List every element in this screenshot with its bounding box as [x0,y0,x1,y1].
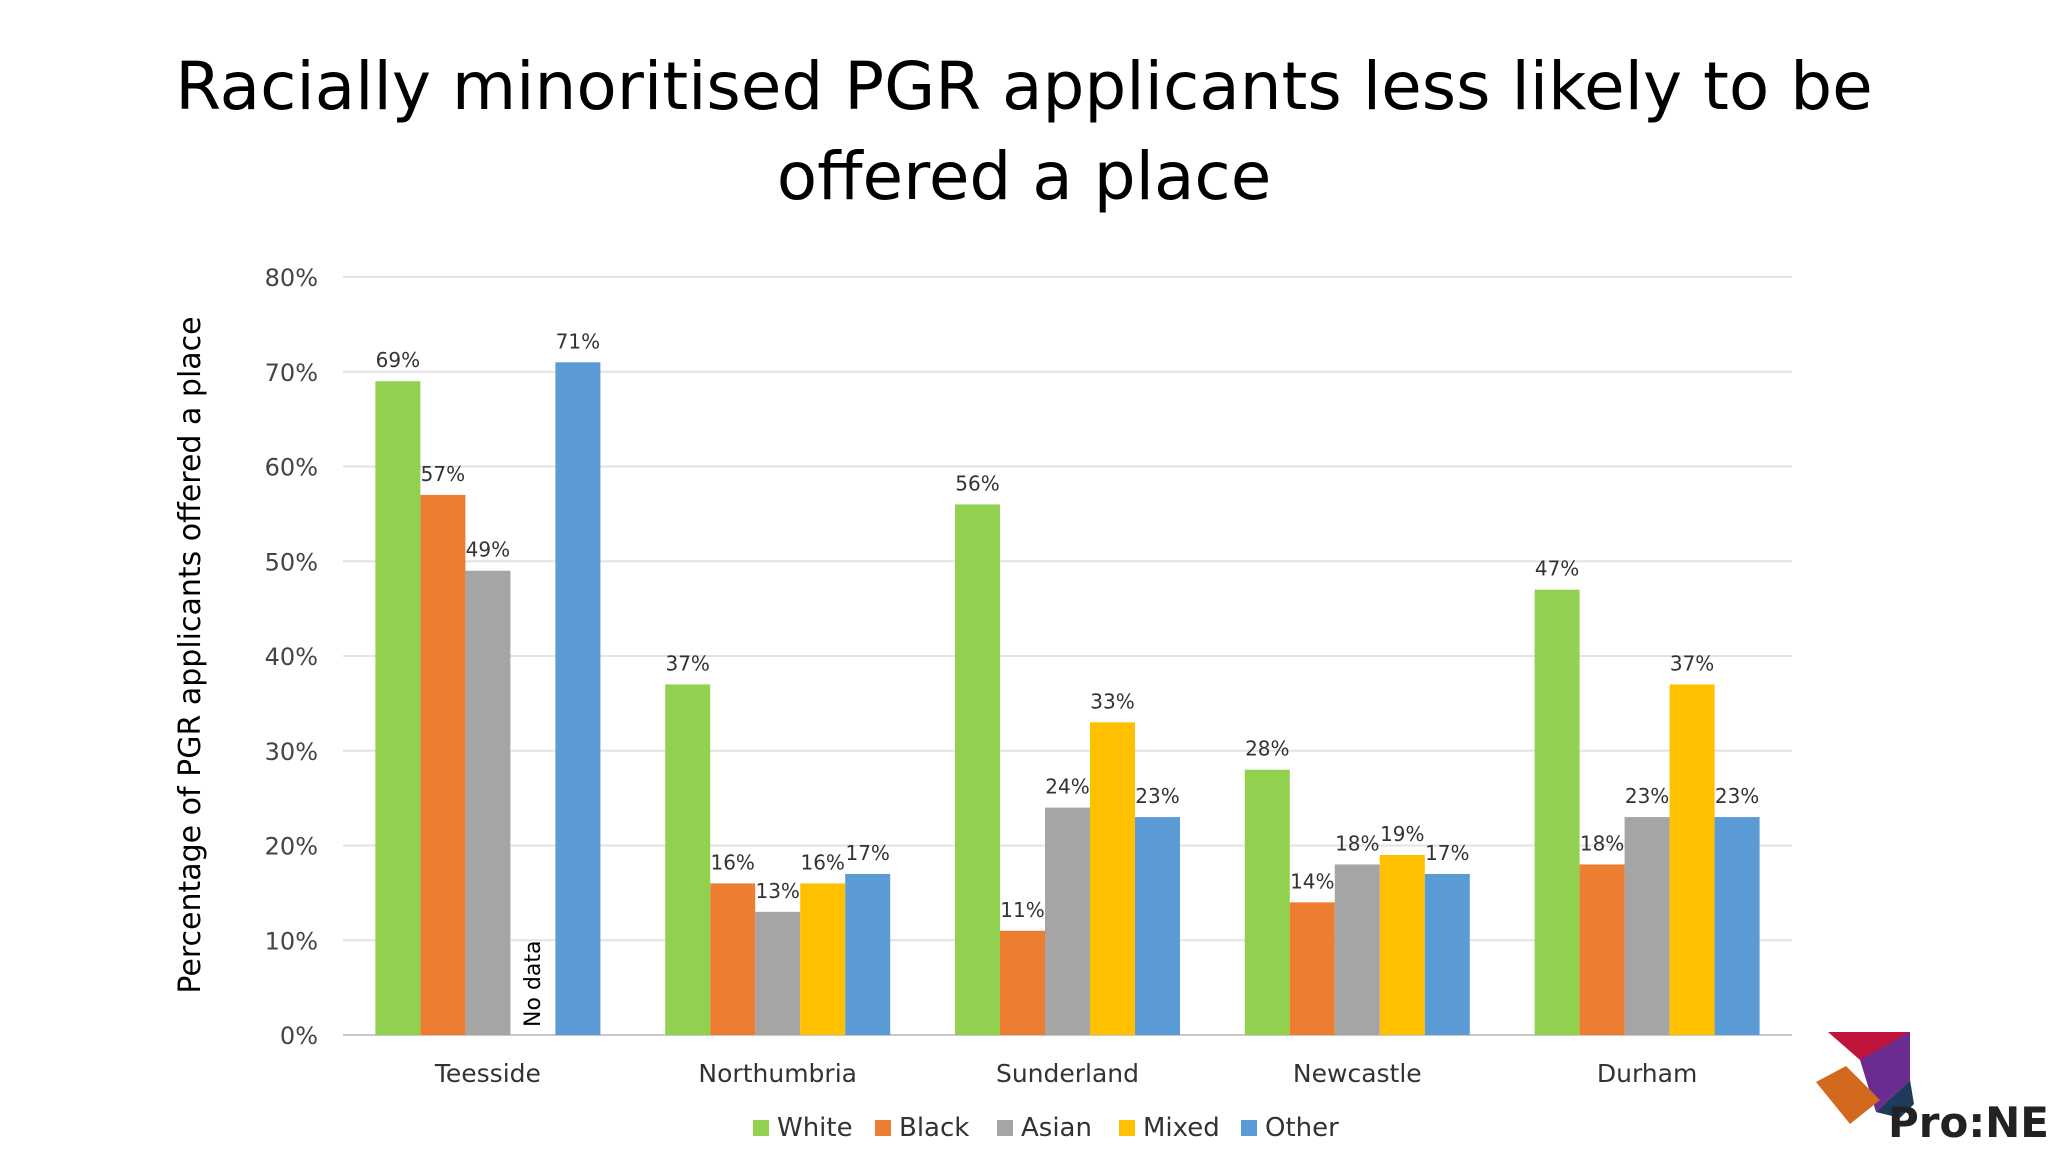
data-label: 17% [845,841,889,865]
x-tick-label: Northumbria [698,1059,857,1088]
bar-black [420,494,466,1035]
bar-asian [755,911,801,1035]
legend-label: Black [899,1113,969,1143]
data-label: 71% [556,329,600,353]
legend-label: Asian [1021,1113,1092,1143]
bar-other [555,362,601,1035]
y-axis-ticks: 0% 10% 20% 30% 40% 50% 60% 70% 80% [265,264,318,1050]
x-tick-label: Teesside [434,1059,541,1088]
y-tick-label: 70% [265,359,318,387]
bar-white [665,684,711,1035]
data-label: 37% [1670,651,1714,675]
data-label: 11% [1000,898,1044,922]
bar-white [375,381,421,1036]
y-tick-label: 20% [265,833,318,861]
x-axis-ticks: Teesside Northumbria Sunderland Newcastle Du… [434,1059,1697,1088]
bar-black [1579,864,1625,1035]
x-tick-label: Sunderland [996,1059,1139,1088]
bar-white [1244,769,1290,1035]
bar-white [1534,589,1580,1035]
bar-black [1289,902,1335,1035]
legend: White Black Asian Mixed Other [753,1113,1339,1143]
y-tick-label: 30% [265,738,318,766]
bar-other [1135,817,1180,1035]
data-label: 56% [955,471,999,495]
data-label: 33% [1090,689,1134,713]
bar-asian [1624,817,1670,1035]
legend-label: Mixed [1143,1113,1220,1143]
data-label: 13% [755,879,799,903]
no-data-annotation: No data [521,941,546,1027]
data-label: 19% [1380,822,1424,846]
data-label: 28% [1245,737,1289,761]
bar-mixed [1669,684,1715,1035]
data-label: 57% [421,462,465,486]
prone-logo-text: Pro:NE [1888,1098,2048,1147]
data-label: 16% [710,850,754,874]
bar-asian [1045,807,1090,1035]
data-label: 24% [1045,775,1089,799]
bar-other [845,873,891,1035]
bar-mixed [1379,854,1425,1035]
slide-title-line-1: Racially minoritised PGR applicants less… [175,48,1873,125]
legend-swatch [1119,1120,1135,1136]
data-label: 23% [1715,784,1759,808]
data-label: 23% [1625,784,1669,808]
data-label: 49% [466,538,510,562]
bars [375,362,1760,1036]
bar-black [1000,930,1045,1035]
bar-asian [465,570,511,1035]
y-tick-label: 40% [265,643,318,671]
bar-asian [1334,864,1380,1035]
data-label: 18% [1335,831,1379,855]
y-tick-label: 10% [265,927,318,955]
slide-title: Racially minoritised PGR applicants less… [0,42,2048,222]
legend-swatch [1241,1120,1257,1136]
x-tick-label: Newcastle [1293,1059,1422,1088]
data-label: 16% [800,850,844,874]
legend-label: Other [1265,1113,1339,1143]
bar-other [1424,873,1470,1035]
y-axis-label: Percentage of PGR applicants offered a p… [173,316,208,993]
bar-black [710,883,756,1035]
y-tick-label: 80% [265,264,318,292]
bar-other [1714,817,1760,1035]
data-label: 47% [1535,557,1579,581]
data-label: 18% [1580,831,1624,855]
y-tick-label: 60% [265,454,318,482]
y-tick-label: 50% [265,548,318,576]
legend-swatch [753,1120,769,1136]
data-label: 37% [665,651,709,675]
data-label: 69% [376,348,420,372]
prone-logo-icon [1816,1032,1914,1124]
legend-swatch [875,1120,891,1136]
data-label: 14% [1290,869,1334,893]
legend-label: White [777,1113,853,1143]
bar-mixed [800,883,846,1035]
legend-swatch [997,1120,1013,1136]
bar-mixed [1090,722,1135,1035]
slide-title-line-2: offered a place [776,138,1272,215]
y-tick-label: 0% [280,1022,318,1050]
bar-white [955,504,1000,1035]
data-label: 17% [1425,841,1469,865]
x-tick-label: Durham [1597,1059,1697,1088]
data-label: 23% [1135,784,1179,808]
